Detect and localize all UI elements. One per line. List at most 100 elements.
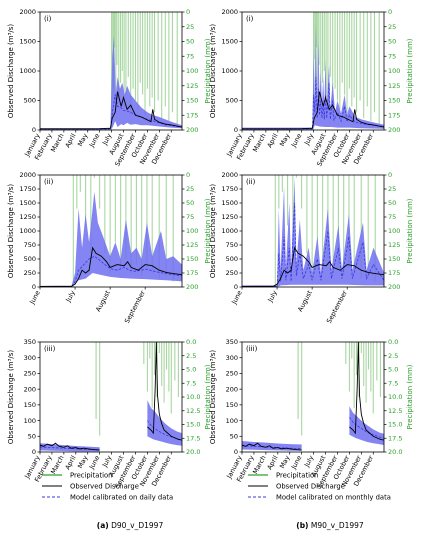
y-tick-label: 0: [32, 283, 36, 291]
y-tick-label: 0: [234, 448, 238, 456]
y-tick-label: 200: [24, 385, 36, 393]
plot-area: [40, 12, 182, 130]
y2-tick-label: 7.5: [388, 379, 398, 387]
y2-tick-label: 125: [186, 82, 198, 90]
y2-tick-label: 75: [186, 52, 194, 60]
y2-tick-label: 2.5: [186, 352, 196, 360]
y-tick-label: 250: [24, 269, 36, 277]
y2-axis-title: Precipitation (mm): [204, 364, 212, 429]
y2-tick-label: 12.5: [388, 407, 402, 415]
y-axis-title: Observed Discharge (m³/s): [209, 184, 217, 279]
caption-a: (a) D90_v_D1997: [97, 521, 164, 530]
plot-area: [40, 342, 182, 452]
y2-axis-title: Precipitation (mm): [406, 364, 414, 429]
y-axis-title: Observed Discharge (m³/s): [7, 350, 15, 445]
y-tick-label: 750: [24, 241, 36, 249]
plot-area: [242, 342, 384, 451]
x-tick-label: September: [325, 289, 349, 325]
y-tick-label: 1500: [221, 199, 238, 207]
observed-line: [40, 442, 100, 451]
x-tick-label: August: [296, 289, 314, 313]
observed-line: [349, 342, 384, 441]
x-tick-label: June: [87, 454, 101, 471]
y2-tick-label: 0: [388, 171, 392, 179]
y2-axis-title: Precipitation (mm): [204, 198, 212, 263]
y-tick-label: 1000: [19, 67, 36, 75]
caption-b-text: M90_v_D1997: [311, 521, 364, 530]
y2-tick-label: 150: [388, 255, 400, 263]
y2-tick-label: 50: [388, 199, 396, 207]
y2-tick-label: 150: [186, 97, 198, 105]
y2-tick-label: 50: [186, 199, 194, 207]
caption-b-tag: (b): [296, 521, 308, 530]
legend-precip-label: Precipitation: [70, 472, 112, 480]
y2-tick-label: 25: [186, 185, 194, 193]
y-tick-label: 1500: [19, 199, 36, 207]
observed-line: [242, 91, 384, 130]
y2-tick-label: 0: [186, 8, 190, 16]
y-tick-label: 100: [226, 417, 238, 425]
model-line: [242, 76, 384, 130]
legend-right: Precipitation Observed Discharge Model c…: [248, 472, 391, 502]
model-line: [242, 202, 384, 287]
x-tick-label: August: [94, 289, 112, 313]
y-tick-label: 250: [226, 269, 238, 277]
panel-label: (iii): [44, 345, 56, 353]
observed-line: [242, 442, 302, 451]
y2-tick-label: 200: [388, 283, 400, 291]
y-tick-label: 0: [32, 448, 36, 456]
x-tick-label: July: [64, 289, 77, 304]
y2-tick-label: 20.0: [186, 448, 200, 456]
y-tick-label: 0: [234, 126, 238, 134]
y2-tick-label: 20.0: [388, 448, 402, 456]
y2-axis-title: Precipitation (mm): [204, 38, 212, 103]
y2-tick-label: 10.0: [186, 393, 200, 401]
x-tick-label: July: [266, 289, 279, 304]
y2-tick-label: 5.0: [388, 366, 398, 374]
y-tick-label: 500: [226, 255, 238, 263]
y-tick-label: 300: [24, 354, 36, 362]
y-tick-label: 300: [226, 354, 238, 362]
legend-observed-label: Observed Discharge: [276, 483, 345, 491]
y-tick-label: 0: [234, 283, 238, 291]
y2-tick-label: 15.0: [186, 421, 200, 429]
x-tick-label: June: [28, 289, 42, 306]
y-tick-label: 1000: [19, 227, 36, 235]
panel-label: (ii): [246, 178, 256, 186]
y2-tick-label: 0: [388, 8, 392, 16]
y2-tick-label: 175: [186, 269, 198, 277]
y2-tick-label: 100: [388, 67, 400, 75]
y2-tick-label: 125: [388, 82, 400, 90]
panel-label: (i): [44, 15, 52, 23]
y2-tick-label: 150: [186, 255, 198, 263]
y2-tick-label: 2.5: [388, 352, 398, 360]
y2-axis-title: Precipitation (mm): [406, 198, 414, 263]
x-tick-label: June: [289, 132, 303, 149]
y-tick-label: 500: [226, 97, 238, 105]
y-tick-label: 250: [24, 370, 36, 378]
y-axis-title: Observed Discharge (m³/s): [209, 24, 217, 119]
plot-area: [40, 175, 182, 287]
y-tick-label: 750: [226, 241, 238, 249]
observed-line: [40, 91, 182, 130]
caption-a-text: D90_v_D1997: [111, 521, 163, 530]
model-line: [40, 255, 182, 287]
y-axis-title: Observed Discharge (m³/s): [7, 184, 15, 279]
y-tick-label: 350: [24, 338, 36, 346]
panel-label: (iii): [246, 345, 258, 353]
y2-tick-label: 200: [186, 126, 198, 134]
y-axis-title: Observed Discharge (m³/s): [7, 24, 15, 119]
y-tick-label: 2000: [221, 171, 238, 179]
x-tick-label: June: [87, 132, 101, 149]
legend-precip-label: Precipitation: [276, 472, 318, 480]
x-tick-label: September: [123, 289, 147, 325]
observed-line: [242, 246, 384, 287]
y2-tick-label: 200: [388, 126, 400, 134]
caption-b: (b) M90_v_D1997: [296, 521, 364, 530]
panel-label: (ii): [44, 178, 54, 186]
y-tick-label: 200: [226, 385, 238, 393]
y2-tick-label: 175: [186, 111, 198, 119]
